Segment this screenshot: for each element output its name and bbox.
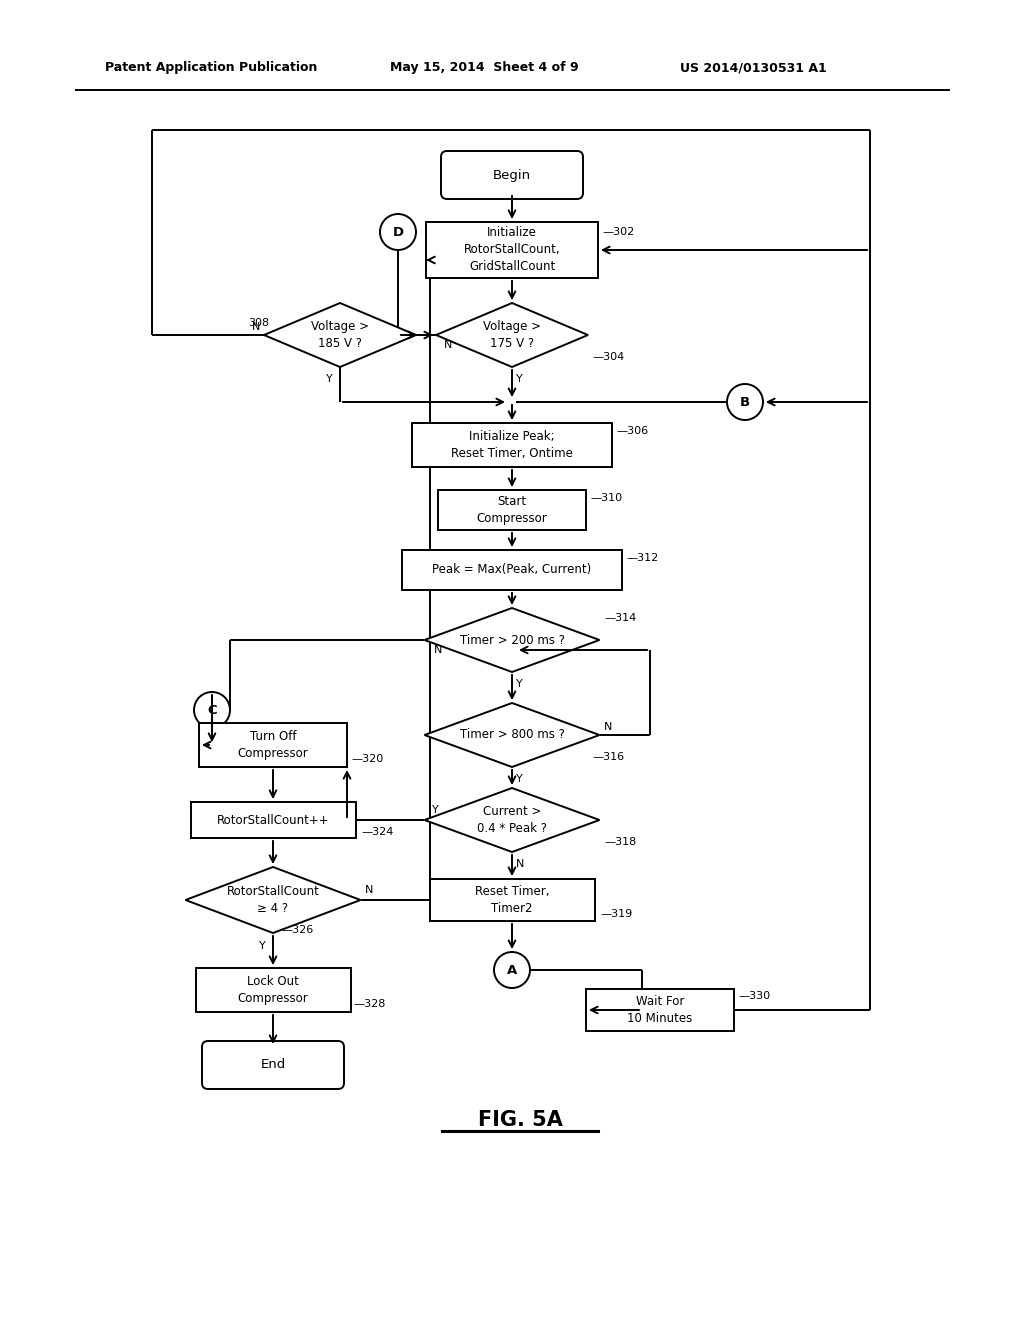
Bar bbox=[586, 989, 734, 1031]
Text: A: A bbox=[507, 964, 517, 977]
Text: N: N bbox=[252, 322, 260, 333]
Text: —316: —316 bbox=[592, 752, 624, 762]
Text: B: B bbox=[740, 396, 750, 408]
Text: Current >
0.4 * Peak ?: Current > 0.4 * Peak ? bbox=[477, 805, 547, 836]
Text: —302: —302 bbox=[602, 227, 634, 238]
Text: N: N bbox=[365, 884, 374, 895]
Text: US 2014/0130531 A1: US 2014/0130531 A1 bbox=[680, 62, 826, 74]
Text: Y: Y bbox=[326, 374, 333, 384]
Bar bbox=[438, 490, 586, 531]
Text: Reset Timer,
Timer2: Reset Timer, Timer2 bbox=[475, 884, 549, 915]
Text: N: N bbox=[434, 645, 442, 655]
Polygon shape bbox=[436, 304, 588, 367]
Text: C: C bbox=[207, 704, 217, 717]
Circle shape bbox=[194, 692, 230, 729]
Text: Wait For
10 Minutes: Wait For 10 Minutes bbox=[628, 995, 692, 1026]
Polygon shape bbox=[425, 788, 599, 851]
Text: —304: —304 bbox=[592, 352, 625, 362]
Bar bbox=[429, 879, 595, 921]
Text: —314: —314 bbox=[604, 612, 636, 623]
Text: —320: —320 bbox=[351, 754, 383, 764]
Text: —310: —310 bbox=[590, 492, 623, 503]
Circle shape bbox=[380, 214, 416, 249]
FancyBboxPatch shape bbox=[441, 150, 583, 199]
Text: Voltage >
175 V ?: Voltage > 175 V ? bbox=[483, 319, 541, 350]
Text: Y: Y bbox=[516, 678, 522, 689]
Text: N: N bbox=[604, 722, 612, 733]
Bar bbox=[190, 803, 355, 838]
Text: —318: —318 bbox=[604, 837, 636, 847]
Text: —324: —324 bbox=[361, 828, 393, 837]
Text: —319: —319 bbox=[600, 909, 632, 919]
Text: —326: —326 bbox=[281, 925, 313, 935]
Bar bbox=[199, 723, 347, 767]
Text: RotorStallCount
≥ 4 ?: RotorStallCount ≥ 4 ? bbox=[226, 884, 319, 915]
Text: —330: —330 bbox=[738, 991, 770, 1001]
Text: Start
Compressor: Start Compressor bbox=[476, 495, 548, 525]
Text: End: End bbox=[260, 1059, 286, 1072]
Text: N: N bbox=[516, 859, 524, 869]
Text: May 15, 2014  Sheet 4 of 9: May 15, 2014 Sheet 4 of 9 bbox=[390, 62, 579, 74]
Circle shape bbox=[727, 384, 763, 420]
Text: Begin: Begin bbox=[493, 169, 531, 181]
Text: Turn Off
Compressor: Turn Off Compressor bbox=[238, 730, 308, 760]
Text: Y: Y bbox=[259, 941, 266, 950]
Bar bbox=[412, 422, 612, 467]
Text: Y: Y bbox=[516, 774, 522, 784]
Text: Lock Out
Compressor: Lock Out Compressor bbox=[238, 975, 308, 1005]
Text: Initialize
RotorStallCount,
GridStallCount: Initialize RotorStallCount, GridStallCou… bbox=[464, 227, 560, 273]
Text: Initialize Peak;
Reset Timer, Ontime: Initialize Peak; Reset Timer, Ontime bbox=[451, 430, 573, 459]
Bar bbox=[402, 550, 622, 590]
Polygon shape bbox=[425, 609, 599, 672]
Circle shape bbox=[494, 952, 530, 987]
Text: —306: —306 bbox=[616, 426, 648, 436]
Text: Voltage >
185 V ?: Voltage > 185 V ? bbox=[311, 319, 369, 350]
Bar bbox=[426, 222, 598, 279]
Text: Timer > 800 ms ?: Timer > 800 ms ? bbox=[460, 729, 564, 742]
Text: Timer > 200 ms ?: Timer > 200 ms ? bbox=[460, 634, 564, 647]
Text: RotorStallCount++: RotorStallCount++ bbox=[217, 813, 330, 826]
Text: —312: —312 bbox=[626, 553, 658, 564]
Text: Peak = Max(Peak, Current): Peak = Max(Peak, Current) bbox=[432, 564, 592, 577]
Text: Y: Y bbox=[516, 374, 522, 384]
Polygon shape bbox=[264, 304, 416, 367]
Bar bbox=[196, 968, 350, 1012]
Text: Patent Application Publication: Patent Application Publication bbox=[105, 62, 317, 74]
Text: Y: Y bbox=[432, 805, 438, 814]
Text: N: N bbox=[444, 341, 453, 350]
Text: D: D bbox=[392, 226, 403, 239]
Polygon shape bbox=[425, 704, 599, 767]
FancyBboxPatch shape bbox=[202, 1041, 344, 1089]
Text: —328: —328 bbox=[353, 999, 385, 1008]
Polygon shape bbox=[185, 867, 360, 933]
Text: FIG. 5A: FIG. 5A bbox=[477, 1110, 562, 1130]
Text: 308: 308 bbox=[248, 318, 269, 327]
